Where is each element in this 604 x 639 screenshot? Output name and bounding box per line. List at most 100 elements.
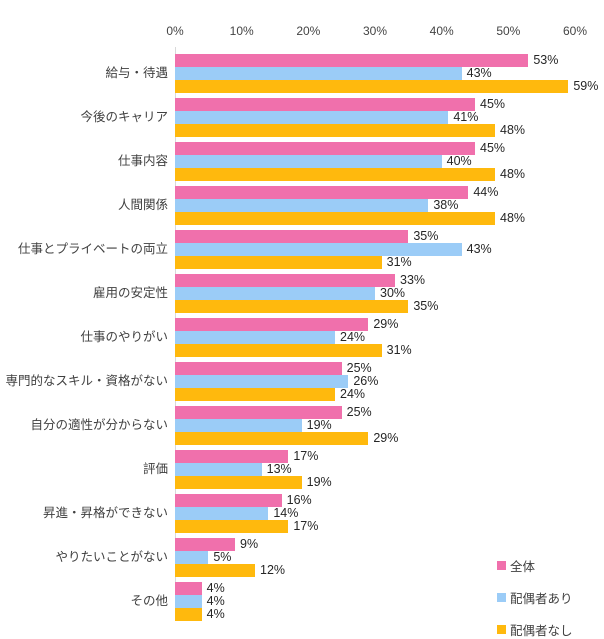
bar-配偶者なし <box>175 80 569 93</box>
bar-全体 <box>175 98 475 111</box>
category-label: 今後のキャリア <box>80 110 168 124</box>
bar-配偶者なし <box>175 168 495 181</box>
legend: 全体 配偶者あり 配偶者なし <box>497 556 573 639</box>
value-label: 9% <box>240 537 259 551</box>
category-label: 評価 <box>142 462 168 476</box>
bar-配偶者あり <box>175 243 462 256</box>
plot-area: 給与・待遇 53% 43% 59% 今後のキャリア 45% 41% 48% 仕事内容 45% 40%… <box>0 54 604 621</box>
bar-row: 25% <box>175 406 604 419</box>
bar-全体 <box>175 186 469 199</box>
category-group: 自分の適性が分からない 25% 19% 29% <box>0 406 604 445</box>
value-label: 13% <box>266 462 292 476</box>
category-group: 仕事のやりがい 29% 24% 31% <box>0 318 604 357</box>
bar-row: 44% <box>175 186 604 199</box>
bar-group: 45% 41% 48% <box>175 98 604 137</box>
legend-label: 配偶者なし <box>510 624 573 638</box>
bar-row: 4% <box>175 608 604 621</box>
value-label: 17% <box>293 519 319 533</box>
x-axis: 0% 10% 20% 30% 40% 50% 60% <box>0 24 604 38</box>
bar-row: 48% <box>175 168 604 181</box>
category-label: 昇進・昇格ができない <box>42 506 168 520</box>
value-label: 19% <box>306 475 332 489</box>
bar-row: 13% <box>175 463 604 476</box>
category-group: 昇進・昇格ができない 16% 14% 17% <box>0 494 604 533</box>
bar-row: 24% <box>175 388 604 401</box>
category-group: やりたいことがない 9% 5% 12% <box>0 538 604 577</box>
bar-row: 19% <box>175 419 604 432</box>
bar-row: 40% <box>175 155 604 168</box>
bar-row: 25% <box>175 362 604 375</box>
bar-group: 29% 24% 31% <box>175 318 604 357</box>
value-label: 48% <box>500 211 526 225</box>
bar-全体 <box>175 450 289 463</box>
bar-row: 35% <box>175 230 604 243</box>
bar-group: 35% 43% 31% <box>175 230 604 269</box>
value-label: 5% <box>213 550 232 564</box>
bar-配偶者なし <box>175 300 409 313</box>
value-label: 45% <box>480 97 506 111</box>
bar-配偶者なし <box>175 520 289 533</box>
bar-配偶者なし <box>175 608 202 621</box>
bar-全体 <box>175 494 282 507</box>
category-label: 人間関係 <box>117 198 168 212</box>
bar-group: 33% 30% 35% <box>175 274 604 313</box>
legend-swatch-icon <box>497 625 506 634</box>
value-label: 45% <box>480 141 506 155</box>
bar-全体 <box>175 54 529 67</box>
bar-配偶者あり <box>175 67 462 80</box>
bar-row: 26% <box>175 375 604 388</box>
bar-group: 4% 4% 4% <box>175 582 604 621</box>
value-label: 31% <box>386 343 412 357</box>
value-label: 19% <box>306 418 332 432</box>
bar-配偶者あり <box>175 551 209 564</box>
bar-row: 24% <box>175 331 604 344</box>
bar-row: 31% <box>175 256 604 269</box>
category-label: その他 <box>130 594 168 608</box>
bar-配偶者あり <box>175 111 449 124</box>
legend-swatch-icon <box>497 593 506 602</box>
bar-全体 <box>175 274 395 287</box>
bar-row: 4% <box>175 595 604 608</box>
bar-全体 <box>175 362 342 375</box>
bar-配偶者あり <box>175 287 375 300</box>
bar-row: 53% <box>175 54 604 67</box>
value-label: 4% <box>206 594 225 608</box>
value-label: 35% <box>413 299 439 313</box>
value-label: 12% <box>260 563 286 577</box>
category-group: 雇用の安定性 33% 30% 35% <box>0 274 604 313</box>
category-label: 仕事内容 <box>117 154 168 168</box>
bar-row: 45% <box>175 98 604 111</box>
category-group: 仕事とプライベートの両立 35% 43% 31% <box>0 230 604 269</box>
bar-配偶者なし <box>175 564 255 577</box>
bar-group: 16% 14% 17% <box>175 494 604 533</box>
value-label: 31% <box>386 255 412 269</box>
bar-group: 25% 19% 29% <box>175 406 604 445</box>
x-axis-tick: 20% <box>296 24 321 38</box>
bar-row: 12% <box>175 564 604 577</box>
bar-row: 19% <box>175 476 604 489</box>
value-label: 14% <box>273 506 299 520</box>
x-axis-tick: 60% <box>562 24 588 38</box>
value-label: 26% <box>353 374 379 388</box>
bar-group: 9% 5% 12% <box>175 538 604 577</box>
category-group: 人間関係 44% 38% 48% <box>0 186 604 225</box>
value-label: 17% <box>293 449 319 463</box>
value-label: 24% <box>340 387 366 401</box>
category-label: 仕事とプライベートの両立 <box>17 242 168 256</box>
legend-label: 全体 <box>510 560 536 574</box>
bar-全体 <box>175 538 235 551</box>
bar-row: 31% <box>175 344 604 357</box>
value-label: 40% <box>446 154 472 168</box>
bar-row: 59% <box>175 80 604 93</box>
x-axis-tick: 40% <box>429 24 454 38</box>
category-group: 給与・待遇 53% 43% 59% <box>0 54 604 93</box>
value-label: 48% <box>500 123 526 137</box>
x-axis-tick: 0% <box>166 24 184 38</box>
bar-row: 5% <box>175 551 604 564</box>
bar-配偶者なし <box>175 124 495 137</box>
value-label: 43% <box>466 66 492 80</box>
value-label: 35% <box>413 229 439 243</box>
value-label: 48% <box>500 167 526 181</box>
x-axis-tick: 30% <box>362 24 388 38</box>
